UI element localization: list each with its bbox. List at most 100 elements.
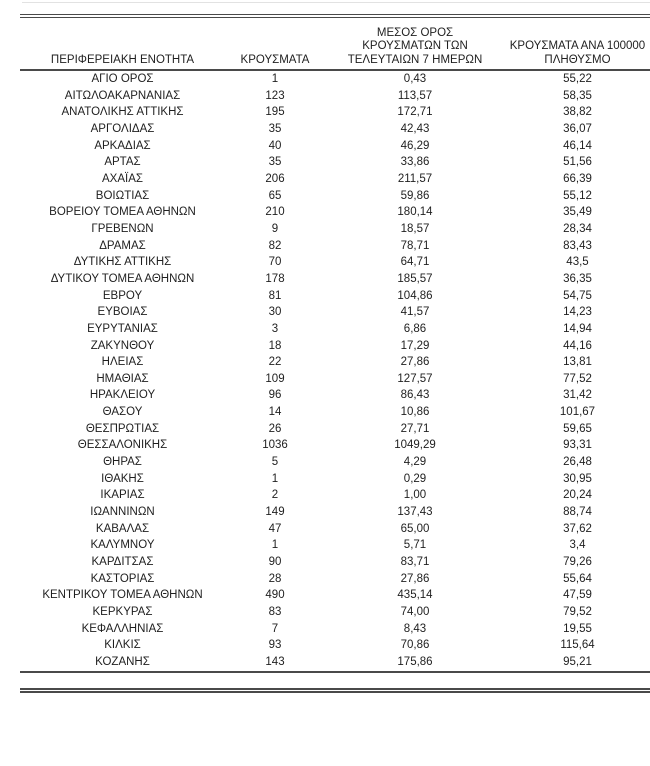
avg-7day-cell: 435,14 <box>397 589 433 602</box>
table-row: ΒΟΡΕΙΟΥ ΤΟΜΕΑ ΑΘΗΝΩΝ 210 180,14 35,49 <box>20 204 650 221</box>
column-header-avg-7day: ΜΕΣΟΣ ΟΡΟΣ ΚΡΟΥΣΜΑΤΩΝ ΤΩΝ ΤΕΛΕΥΤΑΙΩΝ 7 Η… <box>325 26 505 71</box>
table-row: ΘΗΡΑΣ 5 4,29 26,48 <box>20 454 650 471</box>
table-row: ΙΚΑΡΙΑΣ 2 1,00 20,24 <box>20 487 650 504</box>
per-100k-cell: 59,65 <box>563 422 592 435</box>
region-cell: ΔΥΤΙΚΗΣ ΑΤΤΙΚΗΣ <box>73 256 172 269</box>
cases-cell: 149 <box>265 506 285 519</box>
per-100k-cell: 36,07 <box>563 122 592 135</box>
per-100k-cell: 36,35 <box>563 272 592 285</box>
region-cell: ΗΛΕΙΑΣ <box>101 356 144 369</box>
column-header-per-100k: ΚΡΟΥΣΜΑΤΑ ΑΝΑ 100000 ΠΛΗΘΥΣΜΟ <box>505 26 650 71</box>
region-cell: ΑΡΤΑΣ <box>104 156 141 169</box>
table-row: ΑΧΑΪΑΣ 206 211,57 66,39 <box>20 171 650 188</box>
avg-7day-cell: 27,86 <box>400 572 430 585</box>
column-header-region: ΠΕΡΙΦΕΡΕΙΑΚΗ ΕΝΟΤΗΤΑ <box>20 26 225 71</box>
cases-cell: 93 <box>268 639 282 652</box>
per-100k-cell: 55,64 <box>563 572 592 585</box>
region-cell: ΘΕΣΣΑΛΟΝΙΚΗΣ <box>77 439 168 452</box>
cases-cell: 28 <box>268 572 282 585</box>
cases-cell: 210 <box>265 206 285 219</box>
cases-cell: 35 <box>268 156 282 169</box>
avg-7day-cell: 5,71 <box>403 539 427 552</box>
avg-7day-cell: 137,43 <box>397 506 433 519</box>
avg-7day-cell: 1,00 <box>403 489 427 502</box>
avg-7day-cell: 86,43 <box>400 389 430 402</box>
table-row: ΘΕΣΣΑΛΟΝΙΚΗΣ 1036 1049,29 93,31 <box>20 437 650 454</box>
avg-7day-cell: 180,14 <box>397 206 433 219</box>
cases-cell: 178 <box>265 272 285 285</box>
table-row: ΗΜΑΘΙΑΣ 109 127,57 77,52 <box>20 371 650 388</box>
column-header-cases: ΚΡΟΥΣΜΑΤΑ <box>225 26 325 71</box>
cases-cell: 65 <box>268 189 282 202</box>
table-row: ΖΑΚΥΝΘΟΥ 18 17,29 44,16 <box>20 338 650 355</box>
per-100k-cell: 95,21 <box>505 653 650 673</box>
avg-7day-cell: 0,43 <box>403 73 427 85</box>
table-row: ΒΟΙΩΤΙΑΣ 65 59,86 55,12 <box>20 188 650 205</box>
per-100k-cell: 3,4 <box>569 539 586 552</box>
per-100k-cell: 55,12 <box>563 189 592 202</box>
cases-cell: 1 <box>271 539 279 552</box>
per-100k-cell: 77,52 <box>563 372 592 385</box>
cases-cell: 26 <box>268 422 282 435</box>
avg-7day-cell: 0,29 <box>403 472 427 485</box>
avg-7day-cell: 27,86 <box>400 356 430 369</box>
cases-cell: 490 <box>265 589 285 602</box>
table-row: ΚΟΖΑΝΗΣ 143 175,86 95,21 <box>20 653 650 673</box>
region-cell: ΙΚΑΡΙΑΣ <box>100 489 145 502</box>
per-100k-cell: 79,52 <box>563 606 592 618</box>
cases-cell: 35 <box>268 122 282 135</box>
avg-7day-cell: 10,86 <box>400 406 430 419</box>
region-cell: ΙΩΑΝΝΙΝΩΝ <box>90 506 155 519</box>
avg-7day-cell: 127,57 <box>397 372 433 385</box>
avg-7day-cell: 42,43 <box>400 122 430 135</box>
region-cell: ΚΑΛΥΜΝΟΥ <box>90 539 155 552</box>
per-100k-cell: 51,56 <box>563 156 592 169</box>
region-cell: ΑΡΓΟΛΙΔΑΣ <box>90 122 155 135</box>
region-cell: ΚΑΡΔΙΤΣΑΣ <box>91 556 154 569</box>
region-cell: ΘΕΣΠΡΩΤΙΑΣ <box>85 422 160 435</box>
region-cell: ΑΝΑΤΟΛΙΚΗΣ ΑΤΤΙΚΗΣ <box>61 106 184 119</box>
region-cell: ΗΜΑΘΙΑΣ <box>96 372 149 385</box>
table-row: ΑΡΚΑΔΙΑΣ 40 46,29 46,14 <box>20 138 650 155</box>
table-row: ΕΥΒΟΙΑΣ 30 41,57 14,23 <box>20 304 650 321</box>
cases-cell: 90 <box>268 556 282 569</box>
per-100k-cell: 115,64 <box>560 639 595 652</box>
table-row: ΙΩΑΝΝΙΝΩΝ 149 137,43 88,74 <box>20 504 650 521</box>
avg-7day-cell: 41,57 <box>400 306 430 319</box>
table-row: ΚΑΛΥΜΝΟΥ 1 5,71 3,4 <box>20 537 650 554</box>
table-row: ΕΒΡΟΥ 81 104,86 54,75 <box>20 288 650 305</box>
region-cell: ΔΡΑΜΑΣ <box>99 239 146 252</box>
per-100k-cell: 14,94 <box>563 322 592 335</box>
avg-7day-cell: 1049,29 <box>394 439 436 452</box>
region-cell: ΔΥΤΙΚΟΥ ΤΟΜΕΑ ΑΘΗΝΩΝ <box>50 272 195 285</box>
per-100k-cell: 14,23 <box>563 306 592 319</box>
region-cell: ΕΥΡΥΤΑΝΙΑΣ <box>87 322 158 335</box>
region-cell: ΚΕΝΤΡΙΚΟΥ ΤΟΜΕΑ ΑΘΗΝΩΝ <box>42 589 203 602</box>
per-100k-cell: 31,42 <box>563 389 592 402</box>
table-row: ΔΥΤΙΚΟΥ ΤΟΜΕΑ ΑΘΗΝΩΝ 178 185,57 36,35 <box>20 271 650 288</box>
cases-cell: 1 <box>271 472 279 485</box>
table-row: ΑΙΤΩΛΟΑΚΑΡΝΑΝΙΑΣ 123 113,57 58,35 <box>20 88 650 105</box>
cases-cell: 3 <box>271 322 279 335</box>
region-cell: ΑΓΙΟ ΟΡΟΣ <box>91 73 154 85</box>
cases-cell: 2 <box>271 489 279 502</box>
per-100k-cell: 19,55 <box>563 622 592 635</box>
region-cell: ΚΟΖΑΝΗΣ <box>20 653 225 673</box>
avg-7day-cell: 46,29 <box>400 139 430 152</box>
cases-cell: 70 <box>268 256 282 269</box>
avg-7day-cell: 64,71 <box>400 256 430 269</box>
table-row: ΙΘΑΚΗΣ 1 0,29 30,95 <box>20 471 650 488</box>
region-cell: ΑΡΚΑΔΙΑΣ <box>94 139 151 152</box>
per-100k-cell: 38,82 <box>563 106 592 119</box>
cases-cell: 1 <box>271 73 279 85</box>
table-row: ΚΕΦΑΛΛΗΝΙΑΣ 7 8,43 19,55 <box>20 621 650 638</box>
region-cell: ΕΥΒΟΙΑΣ <box>97 306 148 319</box>
region-cell: ΚΑΣΤΟΡΙΑΣ <box>90 572 155 585</box>
cases-cell: 143 <box>225 653 325 673</box>
per-100k-cell: 66,39 <box>563 172 592 185</box>
table-row: ΓΡΕΒΕΝΩΝ 9 18,57 28,34 <box>20 221 650 238</box>
table-row: ΔΥΤΙΚΗΣ ΑΤΤΙΚΗΣ 70 64,71 43,5 <box>20 254 650 271</box>
cases-cell: 1036 <box>262 439 288 452</box>
table-row: ΑΓΙΟ ΟΡΟΣ 1 0,43 55,22 <box>20 70 650 88</box>
per-100k-cell: 83,43 <box>563 239 592 252</box>
